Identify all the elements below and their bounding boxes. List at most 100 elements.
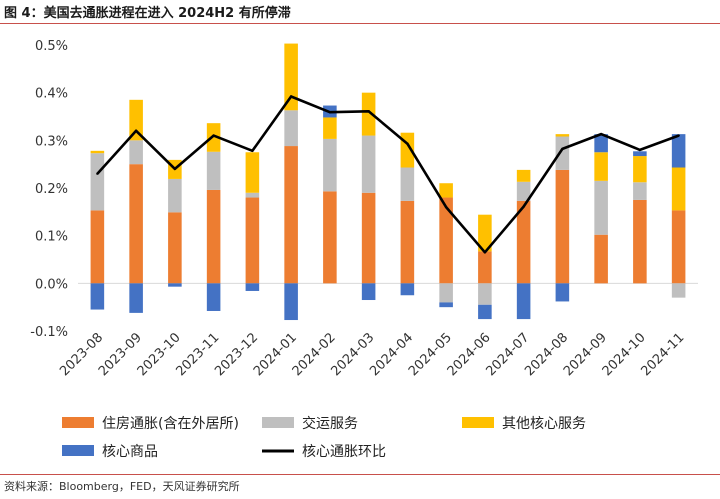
core-inflation-point bbox=[483, 251, 487, 254]
bar-goods bbox=[555, 283, 570, 302]
bar-housing bbox=[361, 192, 376, 284]
core-inflation-point bbox=[406, 142, 409, 145]
legend-label: 核心通胀环比 bbox=[302, 444, 386, 460]
bar-other-services bbox=[206, 123, 221, 152]
bar-housing bbox=[206, 189, 221, 284]
bar-services bbox=[633, 182, 647, 200]
bar-goods bbox=[245, 283, 260, 291]
bar-housing bbox=[245, 197, 260, 284]
legend-swatch-housing bbox=[62, 417, 94, 428]
bar-housing bbox=[516, 200, 531, 284]
bar-housing bbox=[168, 212, 182, 284]
y-tick-label: -0.1% bbox=[30, 325, 68, 340]
core-inflation-point bbox=[599, 132, 603, 136]
core-inflation-point bbox=[444, 205, 448, 209]
core-inflation-point bbox=[328, 111, 332, 114]
bar-other-services bbox=[245, 152, 260, 193]
bar-other-services bbox=[284, 43, 298, 111]
bar-services bbox=[206, 151, 221, 190]
bar-housing bbox=[400, 200, 415, 284]
legend-swatch-other-services bbox=[462, 417, 494, 428]
bar-other-services bbox=[633, 156, 647, 183]
bar-services bbox=[516, 181, 531, 201]
bar-services bbox=[90, 153, 105, 211]
bar-housing bbox=[633, 199, 647, 284]
core-inflation-point bbox=[251, 149, 254, 153]
legend-label: 交运服务 bbox=[302, 415, 358, 432]
y-tick-label: 0.5% bbox=[35, 39, 68, 54]
legend-label: 其他核心服务 bbox=[502, 416, 586, 432]
core-inflation-point bbox=[173, 167, 177, 171]
legend-label: 住房通胀(含在外居所) bbox=[102, 416, 239, 432]
x-tick-label: 2024-11 bbox=[638, 330, 687, 379]
bottom-rule bbox=[0, 474, 720, 475]
core-inflation-point bbox=[522, 205, 525, 208]
bar-other-services bbox=[439, 183, 453, 198]
bar-housing bbox=[478, 251, 492, 284]
bar-services bbox=[284, 110, 298, 147]
bar-housing bbox=[671, 210, 686, 284]
bar-other-services bbox=[129, 99, 143, 141]
bar-other-services bbox=[478, 214, 492, 252]
bar-goods bbox=[439, 302, 453, 308]
bar-housing bbox=[90, 210, 105, 284]
y-tick-label: 0.4% bbox=[35, 87, 68, 102]
bar-housing bbox=[439, 197, 453, 284]
core-inflation-point bbox=[677, 134, 680, 137]
bar-services bbox=[439, 283, 453, 303]
bar-services bbox=[671, 283, 686, 298]
core-inflation-point bbox=[289, 95, 293, 98]
source-note: 资料来源：Bloomberg，FED，天风证券研究所 bbox=[4, 480, 240, 493]
bar-goods bbox=[129, 283, 143, 313]
core-inflation-point bbox=[638, 148, 642, 152]
bar-housing bbox=[594, 234, 608, 284]
core-inflation-point bbox=[561, 147, 564, 151]
bar-services bbox=[129, 140, 143, 165]
bar-services bbox=[478, 283, 492, 305]
bar-other-services bbox=[361, 92, 376, 136]
legend-swatch-goods bbox=[62, 445, 94, 456]
bar-goods bbox=[284, 283, 298, 321]
bar-other-services bbox=[90, 150, 105, 154]
bar-other-services bbox=[516, 169, 531, 182]
bar-other-services bbox=[594, 152, 608, 181]
bar-services bbox=[245, 192, 260, 198]
bar-goods bbox=[206, 283, 221, 311]
bar-other-services bbox=[323, 117, 337, 139]
bar-services bbox=[323, 138, 337, 192]
bar-goods bbox=[168, 283, 182, 287]
bar-goods bbox=[594, 134, 608, 153]
top-rule bbox=[0, 23, 720, 24]
bar-services bbox=[594, 180, 608, 235]
y-tick-label: 0.1% bbox=[35, 230, 68, 245]
bar-services bbox=[555, 136, 570, 170]
legend-swatch-services bbox=[262, 417, 294, 428]
bar-other-services bbox=[671, 167, 686, 211]
figure-title: 图 4：美国去通胀进程在进入 2024H2 有所停滞 bbox=[4, 6, 291, 21]
bar-housing bbox=[129, 164, 143, 284]
core-inflation-point bbox=[367, 110, 370, 113]
bar-goods bbox=[516, 283, 531, 320]
y-tick-label: 0.2% bbox=[35, 182, 68, 197]
bar-goods bbox=[400, 283, 415, 296]
bar-services bbox=[400, 167, 415, 201]
bar-goods bbox=[671, 134, 686, 168]
bar-goods bbox=[90, 283, 105, 310]
bar-goods bbox=[478, 304, 492, 320]
bar-services bbox=[361, 135, 376, 193]
chart: -0.1%0.0%0.1%0.2%0.3%0.4%0.5%2023-082023… bbox=[30, 39, 698, 460]
bar-housing bbox=[323, 191, 337, 284]
core-inflation-point bbox=[134, 129, 138, 132]
bar-services bbox=[168, 178, 182, 213]
bar-housing bbox=[555, 169, 570, 284]
legend-label: 核心商品 bbox=[102, 444, 158, 460]
core-inflation-point bbox=[212, 134, 215, 137]
y-tick-label: 0.3% bbox=[35, 134, 68, 149]
bar-other-services bbox=[555, 134, 570, 137]
bar-housing bbox=[284, 146, 298, 284]
core-inflation-line bbox=[96, 95, 680, 254]
bar-goods bbox=[361, 283, 376, 301]
core-inflation-point bbox=[96, 172, 99, 175]
y-tick-label: 0.0% bbox=[35, 277, 68, 292]
